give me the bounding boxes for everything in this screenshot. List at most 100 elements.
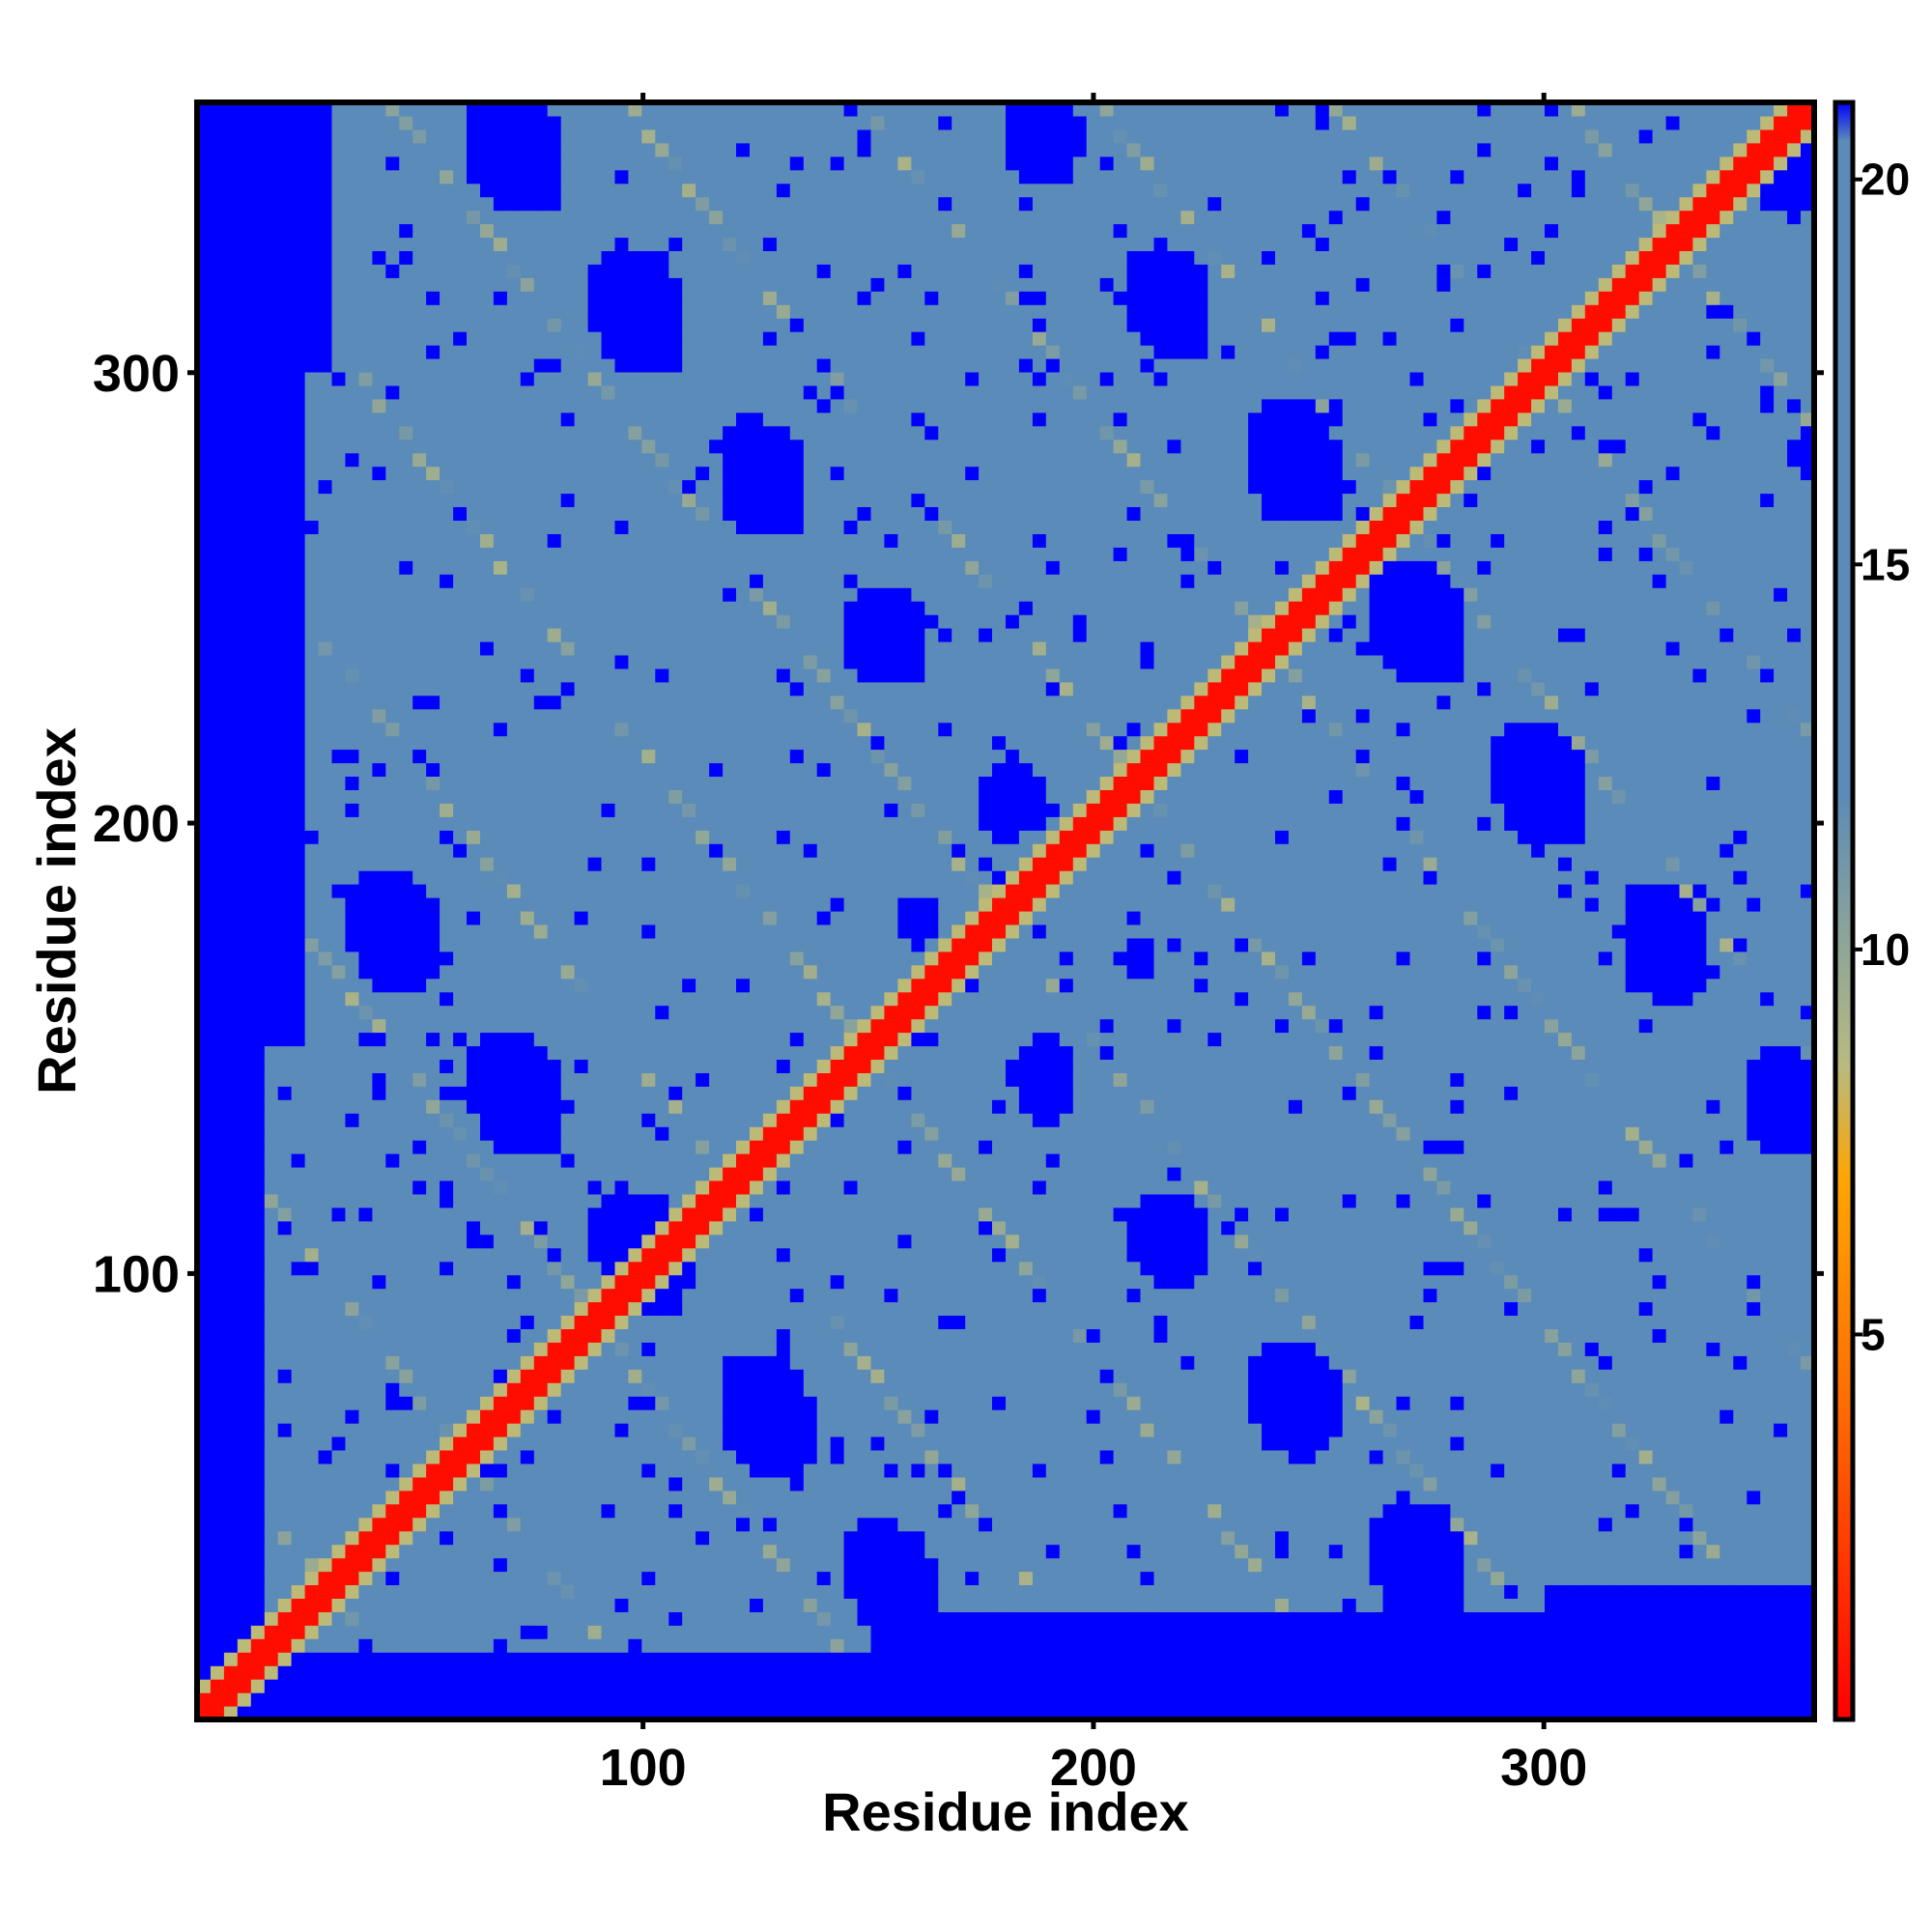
heatmap-cell (453, 1679, 468, 1693)
heatmap-cell (197, 1679, 212, 1693)
heatmap-cell (696, 560, 710, 575)
heatmap-cell (426, 937, 440, 952)
heatmap-cell (399, 1288, 413, 1303)
heatmap-cell (291, 1503, 306, 1519)
heatmap-cell (250, 1625, 266, 1639)
heatmap-cell (372, 520, 386, 534)
heatmap-cell (399, 951, 413, 966)
heatmap-cell (197, 506, 212, 521)
heatmap-cell (587, 681, 603, 696)
heatmap-cell (440, 128, 454, 144)
heatmap-cell (506, 439, 522, 454)
heatmap-cell (709, 533, 724, 548)
heatmap-cell (237, 1463, 252, 1478)
heatmap-cell (506, 870, 522, 885)
heatmap-cell (696, 506, 710, 521)
heatmap-cell (304, 964, 320, 980)
heatmap-cell (560, 1086, 576, 1100)
heatmap-cell (574, 1045, 589, 1060)
heatmap-cell (520, 452, 535, 468)
heatmap-cell (601, 735, 615, 751)
heatmap-cell (304, 1328, 320, 1343)
heatmap-cell (345, 574, 359, 588)
heatmap-cell (399, 1679, 413, 1693)
heatmap-cell (547, 708, 562, 724)
heatmap-cell (750, 1706, 764, 1719)
heatmap-cell (750, 1423, 764, 1437)
heatmap-cell (655, 1706, 669, 1719)
heatmap-cell (372, 1652, 386, 1666)
heatmap-cell (574, 803, 589, 817)
heatmap-cell (750, 1018, 764, 1034)
heatmap-cell (750, 1571, 764, 1585)
heatmap-cell (682, 1490, 696, 1505)
heatmap-cell (210, 533, 225, 548)
heatmap-cell (345, 1045, 359, 1060)
heatmap-cell (318, 1503, 333, 1519)
heatmap-cell (264, 803, 279, 817)
heatmap-cell (197, 1571, 212, 1585)
heatmap-cell (736, 749, 751, 764)
heatmap-cell (385, 695, 400, 710)
heatmap-cell (304, 991, 320, 1007)
heatmap-cell (345, 897, 359, 912)
heatmap-cell (628, 843, 642, 858)
heatmap-cell (318, 1234, 333, 1249)
heatmap-cell (493, 937, 508, 952)
heatmap-cell (587, 803, 603, 817)
heatmap-cell (560, 452, 576, 468)
heatmap-cell (723, 614, 737, 629)
heatmap-cell (237, 237, 252, 251)
heatmap-cell (641, 533, 656, 548)
heatmap-cell (467, 1140, 481, 1154)
heatmap-cell (750, 1557, 764, 1573)
heatmap-cell (453, 991, 468, 1007)
heatmap-cell (399, 1355, 413, 1370)
heatmap-cell (304, 116, 320, 130)
heatmap-cell (223, 318, 239, 332)
heatmap-cell (210, 425, 225, 440)
heatmap-cell (197, 560, 212, 575)
heatmap-cell (250, 250, 266, 265)
heatmap-cell (210, 128, 225, 144)
heatmap-cell (385, 1679, 400, 1693)
heatmap-cell (426, 1032, 440, 1047)
heatmap-cell (385, 1369, 400, 1383)
heatmap-cell (493, 1463, 508, 1478)
heatmap-cell (750, 1261, 764, 1276)
heatmap-cell (304, 749, 320, 764)
heatmap-cell (709, 1301, 724, 1316)
heatmap-cell (372, 1072, 386, 1087)
heatmap-cell (453, 210, 468, 225)
heatmap-cell (237, 1396, 252, 1410)
heatmap-cell (372, 1382, 386, 1397)
heatmap-cell (264, 722, 279, 737)
heatmap-cell (736, 1274, 751, 1290)
heatmap-cell (440, 668, 454, 683)
heatmap-cell (385, 1045, 400, 1060)
heatmap-cell (480, 1436, 495, 1451)
heatmap-cell (750, 803, 764, 817)
heatmap-cell (250, 1018, 266, 1034)
heatmap-cell (750, 1328, 764, 1343)
heatmap-cell (493, 1611, 508, 1626)
heatmap-cell (655, 493, 669, 507)
heatmap-cell (426, 156, 440, 171)
heatmap-cell (655, 1503, 669, 1519)
heatmap-cell (709, 520, 724, 534)
heatmap-cell (453, 439, 468, 454)
heatmap-cell (318, 1288, 333, 1303)
heatmap-cell (304, 372, 320, 386)
heatmap-cell (614, 1544, 629, 1559)
heatmap-cell (237, 924, 252, 939)
heatmap-cell (210, 1571, 225, 1585)
heatmap-cell (533, 695, 549, 710)
heatmap-cell (291, 1207, 306, 1222)
heatmap-cell (750, 1382, 764, 1397)
heatmap-cell (345, 439, 359, 454)
heatmap-cell (628, 897, 642, 912)
heatmap-cell (723, 1032, 737, 1047)
heatmap-cell (696, 1180, 710, 1195)
heatmap-cell (426, 1652, 440, 1666)
heatmap-cell (385, 749, 400, 764)
